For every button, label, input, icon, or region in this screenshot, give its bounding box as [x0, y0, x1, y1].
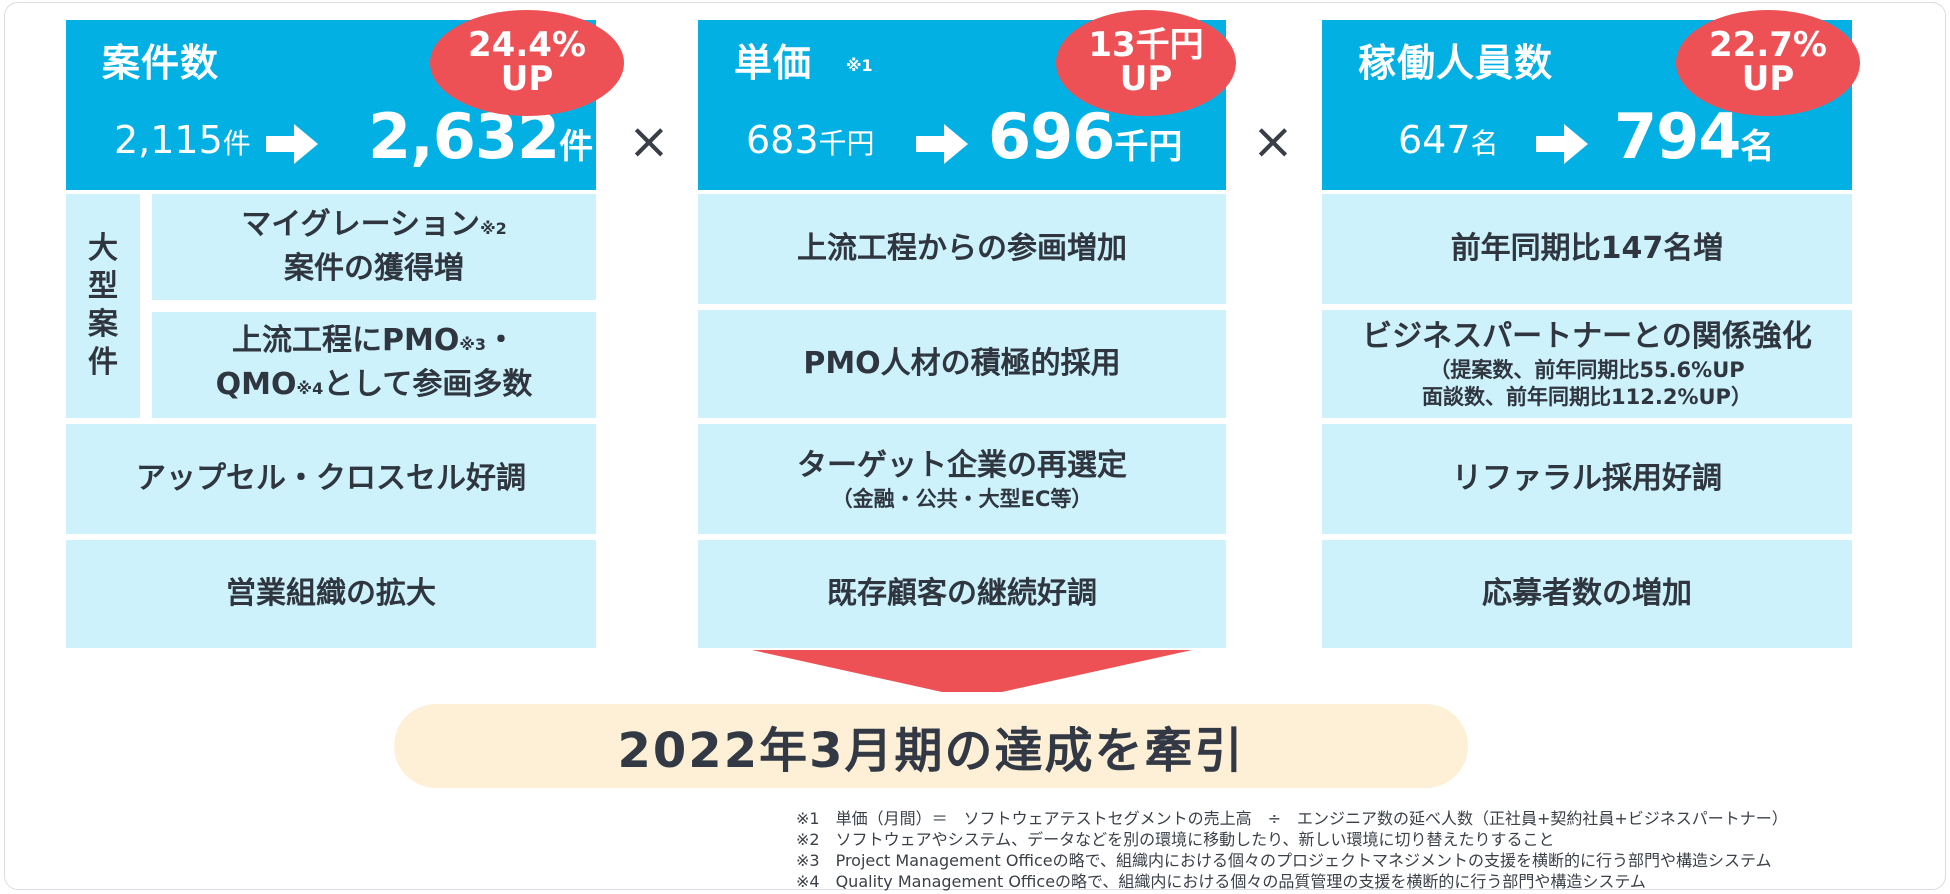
funnel-arrow-icon — [752, 650, 1192, 692]
footnote-ref: ※4 — [296, 379, 324, 398]
footnotes: ※1 単価（月間）＝ ソフトウェアテストセグメントの売上高 ÷ エンジニア数の延… — [796, 808, 1788, 892]
driver-text: ビジネスパートナーとの関係強化 — [1362, 319, 1812, 354]
driver-line: マイグレーション※2 — [241, 205, 507, 249]
driver-subtext: （提案数、前年同期比55.6%UP — [1429, 358, 1745, 382]
driver-subtext: 面談数、前年同期比112.2%UP） — [1422, 385, 1752, 409]
badge-value: 13千円 — [1088, 25, 1204, 65]
after-unit: 名 — [1740, 127, 1775, 167]
before-value: 647名 — [1398, 118, 1499, 162]
growth-badge: 24.4% UP — [430, 10, 624, 116]
driver-text: 応募者数の増加 — [1482, 576, 1692, 611]
driver-text: アップセル・クロスセル好調 — [136, 461, 526, 496]
driver-text: 上流工程にPMO — [231, 323, 460, 358]
badge-value: 24.4% — [468, 25, 586, 65]
column-title: 単価 — [734, 41, 813, 85]
driver-box: アップセル・クロスセル好調 — [66, 424, 596, 534]
large-case-label: 大型案件 — [88, 231, 118, 380]
driver-text: 営業組織の拡大 — [226, 576, 436, 611]
column-active-staff: 稼働人員数 647名 794名 22.7% UP 前年同期比147名増 ビジネスパ… — [1322, 10, 1860, 648]
before-number: 647 — [1398, 118, 1471, 162]
column-case-count: 案件数 2,115件 2,632件 24.4% UP 大型案件 マイグレーション※… — [66, 10, 624, 648]
badge-value: 22.7% — [1709, 25, 1827, 65]
footnote: ※4 Quality Management Officeの略で、組織内における個… — [796, 872, 1646, 891]
driver-subtext: （金融・公共・大型EC等） — [831, 486, 1093, 511]
after-value: 696千円 — [988, 100, 1182, 173]
badge-up: UP — [1119, 59, 1173, 99]
arrow-right-icon — [1536, 124, 1588, 164]
driver-box: ビジネスパートナーとの関係強化 （提案数、前年同期比55.6%UP 面談数、前年同期… — [1322, 310, 1852, 418]
large-case-label-box: 大型案件 — [66, 194, 140, 418]
after-unit: 件 — [559, 127, 594, 167]
driver-line: 上流工程にPMO※3・ — [232, 321, 516, 365]
before-value: 2,115件 — [114, 118, 251, 162]
before-unit: 千円 — [818, 127, 875, 160]
driver-text: として参画多数 — [323, 367, 533, 402]
driver-text: 上流工程からの参画増加 — [797, 231, 1127, 266]
footnote: ※3 Project Management Officeの略で、組織内における個… — [796, 851, 1772, 870]
arrow-right-icon — [916, 124, 968, 164]
driver-box: 営業組織の拡大 — [66, 540, 596, 648]
footnote: ※2 ソフトウェアやシステム、データなどを別の環境に移動したり、新しい環境に切り… — [796, 830, 1555, 849]
driver-box: 既存顧客の継続好調 — [698, 540, 1226, 648]
driver-box: ターゲット企業の再選定 （金融・公共・大型EC等） — [698, 424, 1226, 534]
after-value: 794名 — [1614, 100, 1774, 173]
arrow-right-icon — [266, 124, 318, 164]
driver-box: 応募者数の増加 — [1322, 540, 1852, 648]
footnote-ref: ※3 — [459, 335, 487, 354]
column-unit-price: 単価 ※1 683千円 696千円 13千円 UP 上流工程からの参画増加 PMO… — [698, 10, 1236, 648]
footnote-ref: ※2 — [480, 219, 507, 238]
before-number: 683 — [746, 118, 819, 162]
after-number: 696 — [988, 100, 1115, 173]
growth-badge: 22.7% UP — [1676, 10, 1860, 116]
badge-up: UP — [1741, 59, 1795, 99]
driver-box: 上流工程からの参画増加 — [698, 194, 1226, 304]
summary-banner: 2022年3月期の達成を牽引 — [394, 704, 1468, 788]
before-value: 683千円 — [746, 118, 875, 162]
multiply-operator: × — [1252, 112, 1294, 170]
multiply-operator: × — [628, 112, 670, 170]
driver-line: 案件の獲得増 — [284, 251, 464, 286]
driver-text: 前年同期比147名増 — [1450, 231, 1724, 266]
column-title: 案件数 — [102, 41, 220, 85]
driver-text: PMO人材の積極的採用 — [803, 346, 1121, 381]
driver-text: 既存顧客の継続好調 — [827, 576, 1097, 611]
driver-box: 前年同期比147名増 — [1322, 194, 1852, 304]
driver-box: リファラル採用好調 — [1322, 424, 1852, 534]
driver-box-migration: マイグレーション※2 案件の獲得増 — [152, 194, 596, 300]
driver-text: リファラル採用好調 — [1452, 461, 1722, 496]
column-title: 稼働人員数 — [1358, 41, 1554, 85]
footnote: ※1 単価（月間）＝ ソフトウェアテストセグメントの売上高 ÷ エンジニア数の延… — [796, 809, 1788, 828]
after-unit: 千円 — [1114, 127, 1183, 167]
before-number: 2,115 — [114, 118, 223, 162]
driver-text: マイグレーション — [241, 207, 481, 242]
driver-text: ・ — [486, 323, 517, 358]
footnote-ref: ※1 — [846, 56, 873, 75]
driver-box: PMO人材の積極的採用 — [698, 310, 1226, 418]
driver-line: QMO※4として参画多数 — [216, 365, 533, 409]
after-number: 794 — [1614, 100, 1741, 173]
badge-up: UP — [500, 59, 554, 99]
before-unit: 件 — [222, 127, 251, 160]
driver-text: ターゲット企業の再選定 — [797, 447, 1127, 483]
growth-badge: 13千円 UP — [1056, 10, 1236, 116]
before-unit: 名 — [1470, 127, 1499, 160]
driver-text: QMO — [215, 367, 297, 402]
driver-box-pmo: 上流工程にPMO※3・ QMO※4として参画多数 — [152, 312, 596, 418]
slide-frame — [4, 2, 1946, 890]
